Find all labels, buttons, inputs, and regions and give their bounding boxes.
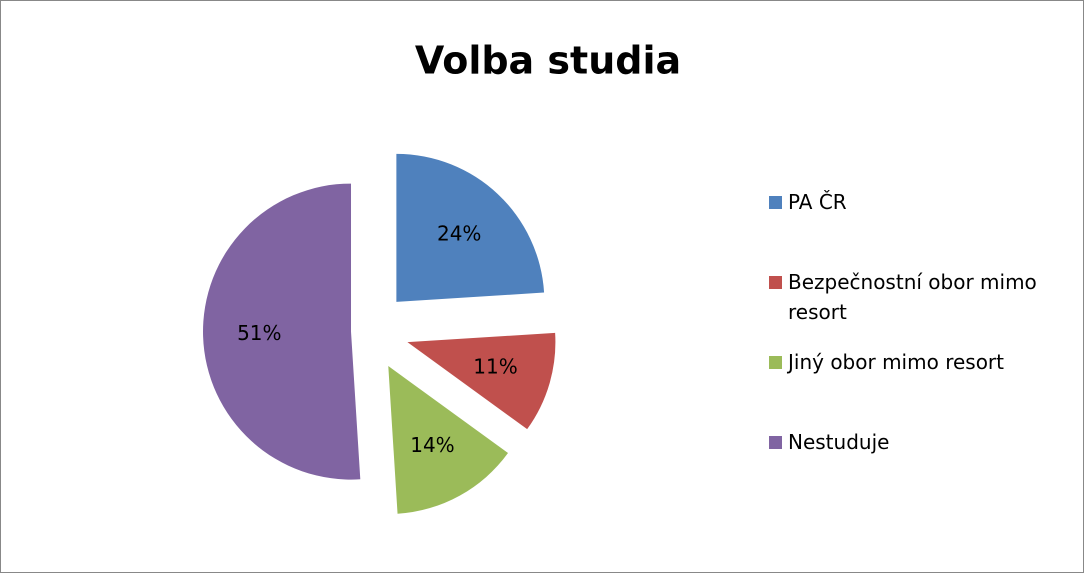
- legend-item: PA ČR: [769, 187, 1049, 217]
- legend-swatch: [769, 196, 782, 209]
- data-label: 51%: [237, 321, 281, 345]
- chart-title: Volba studia: [415, 39, 681, 83]
- data-label: 14%: [410, 433, 454, 457]
- pie-slice: [388, 366, 509, 514]
- pie-slice: [396, 153, 545, 302]
- legend-label: Bezpečnostní obor mimo resort: [788, 270, 1037, 324]
- legend-item: Bezpečnostní obor mimo resort: [769, 267, 1049, 327]
- data-label: 24%: [437, 221, 481, 245]
- legend-item: Nestuduje: [769, 427, 1049, 457]
- legend-swatch: [769, 276, 782, 289]
- legend-swatch: [769, 436, 782, 449]
- data-label: 11%: [473, 354, 517, 378]
- legend-item: Jiný obor mimo resort: [769, 347, 1049, 377]
- pie-slice: [203, 183, 361, 480]
- legend-swatch: [769, 356, 782, 369]
- legend-label: PA ČR: [788, 190, 847, 214]
- legend-label: Jiný obor mimo resort: [788, 350, 1004, 374]
- legend-label: Nestuduje: [788, 430, 890, 454]
- pie-slice: [407, 332, 556, 430]
